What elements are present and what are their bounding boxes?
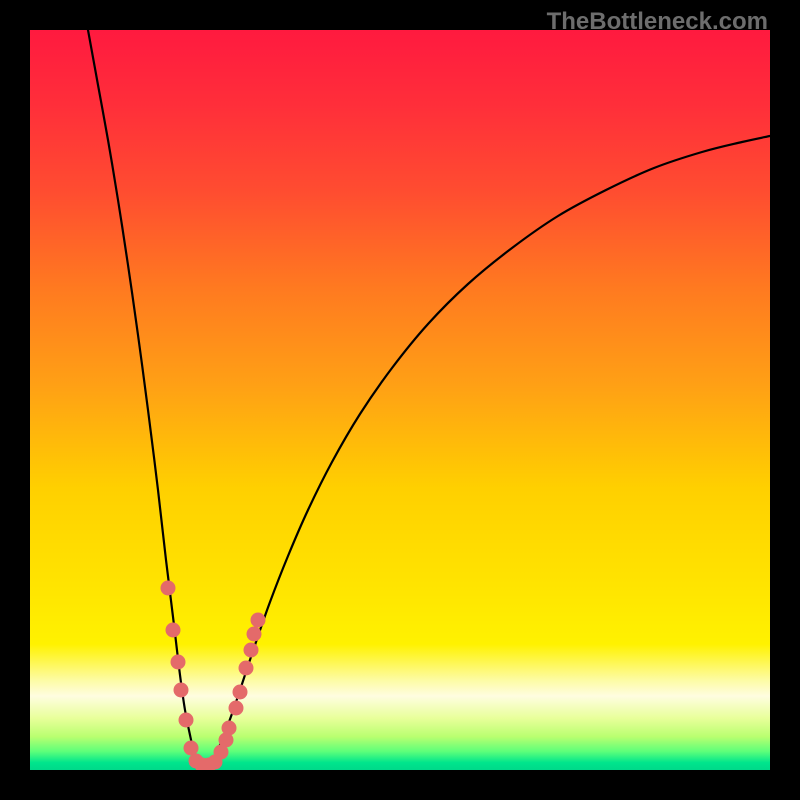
data-marker (161, 581, 176, 596)
data-marker (222, 721, 237, 736)
data-marker (233, 685, 248, 700)
data-marker (179, 713, 194, 728)
curve-right_branch (204, 136, 770, 766)
data-marker (174, 683, 189, 698)
bottleneck-curve (30, 30, 770, 770)
curve-left_branch (88, 30, 204, 766)
data-marker (251, 613, 266, 628)
data-marker (229, 701, 244, 716)
chart-frame: TheBottleneck.com (0, 0, 800, 800)
plot-area (30, 30, 770, 770)
data-marker (184, 741, 199, 756)
data-marker (166, 623, 181, 638)
data-marker (239, 661, 254, 676)
watermark-text: TheBottleneck.com (547, 8, 768, 36)
data-marker (244, 643, 259, 658)
data-marker (171, 655, 186, 670)
data-marker (247, 627, 262, 642)
